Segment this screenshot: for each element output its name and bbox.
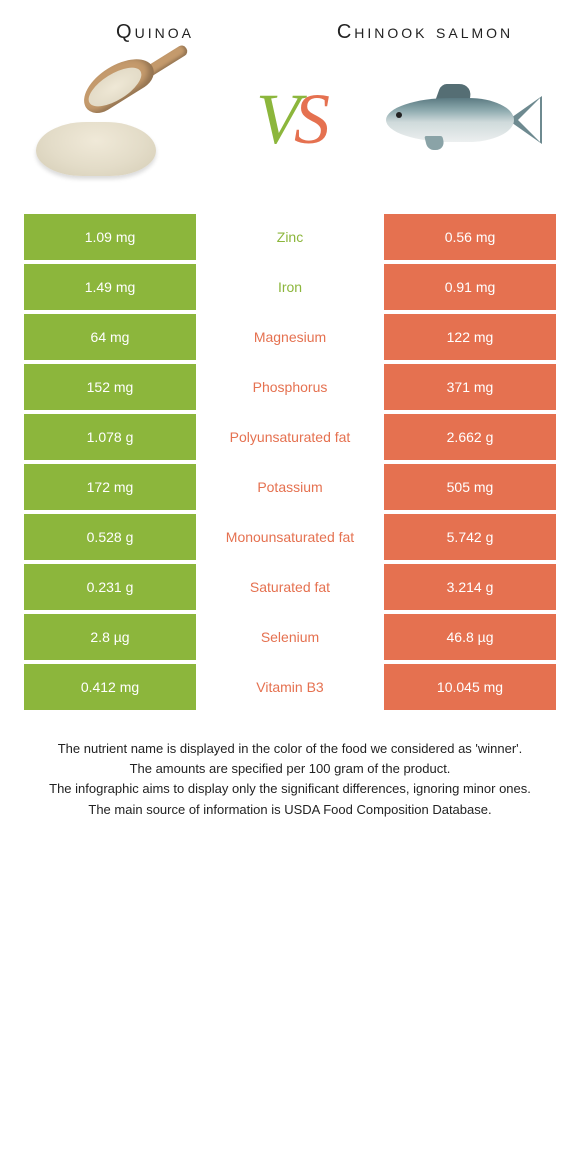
table-row: 1.078 gPolyunsaturated fat2.662 g — [24, 414, 556, 460]
table-row: 152 mgPhosphorus371 mg — [24, 364, 556, 410]
nutrient-label-cell: Zinc — [200, 214, 380, 260]
footer-line: The amounts are specified per 100 gram o… — [40, 760, 540, 778]
table-row: 0.528 gMonounsaturated fat5.742 g — [24, 514, 556, 560]
nutrient-table: 1.09 mgZinc0.56 mg1.49 mgIron0.91 mg64 m… — [24, 214, 556, 710]
nutrient-label-cell: Saturated fat — [200, 564, 380, 610]
table-row: 0.412 mgVitamin B310.045 mg — [24, 664, 556, 710]
left-value-cell: 64 mg — [24, 314, 196, 360]
table-row: 172 mgPotassium505 mg — [24, 464, 556, 510]
hero-row: VS — [20, 54, 560, 184]
title-row: Quinoa Chinook salmon — [20, 20, 560, 44]
table-row: 1.49 mgIron0.91 mg — [24, 264, 556, 310]
vs-s: S — [294, 79, 324, 159]
right-value-cell: 3.214 g — [384, 564, 556, 610]
footer-line: The infographic aims to display only the… — [40, 780, 540, 798]
right-value-cell: 5.742 g — [384, 514, 556, 560]
right-food-title: Chinook salmon — [290, 20, 560, 44]
footer-notes: The nutrient name is displayed in the co… — [20, 740, 560, 819]
right-value-cell: 0.56 mg — [384, 214, 556, 260]
vs-label: VS — [256, 78, 324, 161]
right-value-cell: 505 mg — [384, 464, 556, 510]
table-row: 1.09 mgZinc0.56 mg — [24, 214, 556, 260]
nutrient-label-cell: Phosphorus — [200, 364, 380, 410]
nutrient-label-cell: Vitamin B3 — [200, 664, 380, 710]
table-row: 64 mgMagnesium122 mg — [24, 314, 556, 360]
nutrient-label-cell: Selenium — [200, 614, 380, 660]
left-value-cell: 2.8 µg — [24, 614, 196, 660]
footer-line: The nutrient name is displayed in the co… — [40, 740, 540, 758]
left-value-cell: 1.09 mg — [24, 214, 196, 260]
table-row: 2.8 µgSelenium46.8 µg — [24, 614, 556, 660]
quinoa-illustration — [30, 54, 200, 184]
left-value-cell: 0.528 g — [24, 514, 196, 560]
nutrient-label-cell: Potassium — [200, 464, 380, 510]
right-value-cell: 10.045 mg — [384, 664, 556, 710]
right-value-cell: 0.91 mg — [384, 264, 556, 310]
left-value-cell: 0.231 g — [24, 564, 196, 610]
left-value-cell: 172 mg — [24, 464, 196, 510]
right-value-cell: 122 mg — [384, 314, 556, 360]
left-value-cell: 1.078 g — [24, 414, 196, 460]
nutrient-label-cell: Magnesium — [200, 314, 380, 360]
left-food-title: Quinoa — [20, 20, 290, 44]
footer-line: The main source of information is USDA F… — [40, 801, 540, 819]
right-value-cell: 2.662 g — [384, 414, 556, 460]
left-value-cell: 152 mg — [24, 364, 196, 410]
left-value-cell: 1.49 mg — [24, 264, 196, 310]
right-value-cell: 371 mg — [384, 364, 556, 410]
nutrient-label-cell: Monounsaturated fat — [200, 514, 380, 560]
nutrient-label-cell: Polyunsaturated fat — [200, 414, 380, 460]
vs-v: V — [256, 79, 294, 159]
right-value-cell: 46.8 µg — [384, 614, 556, 660]
left-value-cell: 0.412 mg — [24, 664, 196, 710]
nutrient-label-cell: Iron — [200, 264, 380, 310]
table-row: 0.231 gSaturated fat3.214 g — [24, 564, 556, 610]
salmon-illustration — [380, 54, 550, 184]
